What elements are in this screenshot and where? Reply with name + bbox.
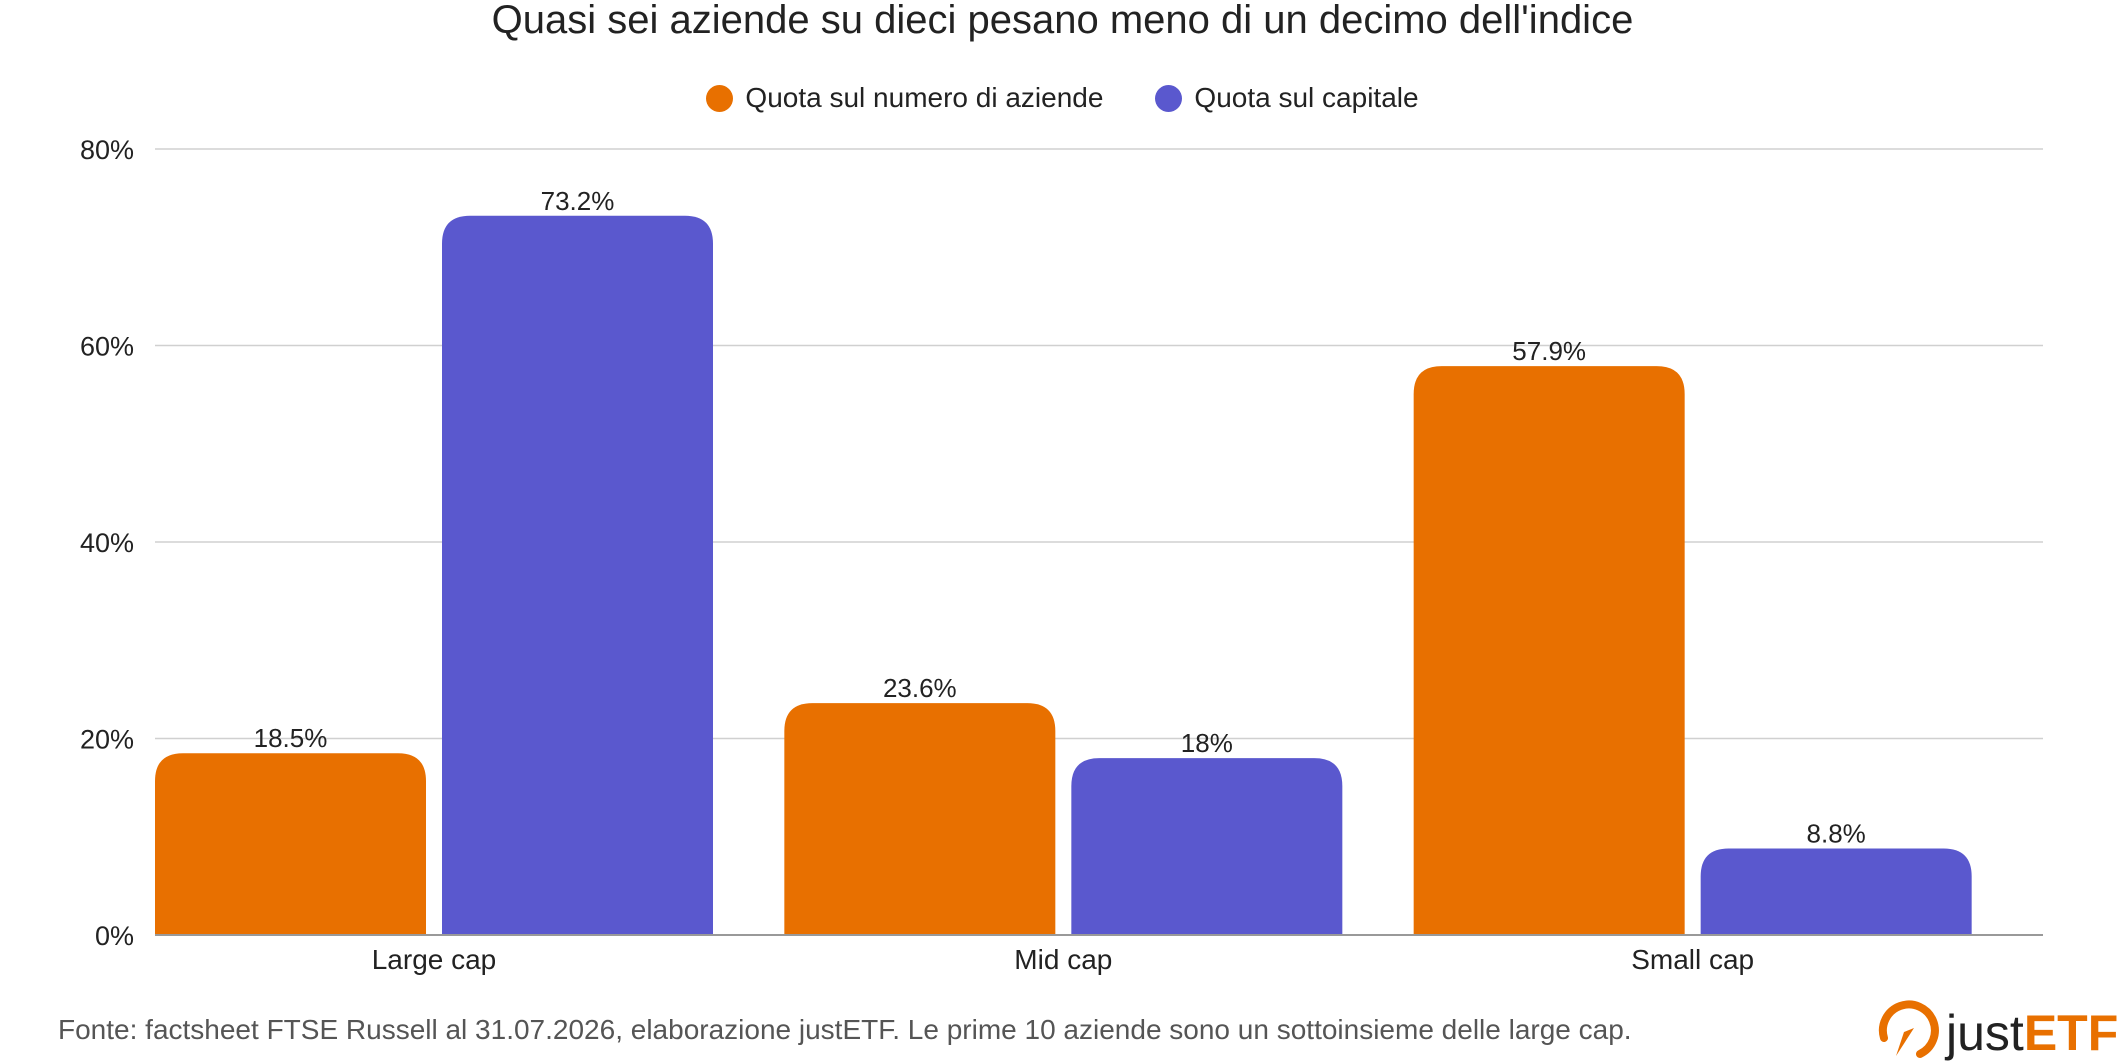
bar xyxy=(442,215,713,935)
data-label: 8.8% xyxy=(1807,819,1866,849)
y-tick-label: 0% xyxy=(95,921,134,951)
logo-text-etf: ETF xyxy=(2024,1005,2118,1061)
bar xyxy=(1071,758,1343,935)
y-tick-label: 40% xyxy=(80,528,134,558)
data-label: 18.5% xyxy=(254,723,328,753)
bar xyxy=(155,753,426,935)
x-tick-label: Small cap xyxy=(1631,944,1754,975)
bar-chart: 0% 20% 40% 60% 80% 18.5% 73.2% Large cap 23.6% 18… xyxy=(80,135,2043,975)
data-label: 18% xyxy=(1181,728,1233,758)
chart-legend: Quota sul numero di aziende Quota sul ca… xyxy=(0,80,2125,116)
data-label: 23.6% xyxy=(883,673,957,703)
data-label: 57.9% xyxy=(1512,336,1586,366)
legend-item-aziende: Quota sul numero di aziende xyxy=(706,80,1103,116)
y-tick-label: 80% xyxy=(80,135,134,165)
justetf-logo-icon xyxy=(1878,1000,1939,1058)
x-tick-label: Mid cap xyxy=(1014,944,1112,975)
bar xyxy=(1700,848,1972,935)
svg-text:justETF: justETF xyxy=(1944,1005,2118,1061)
y-tick-label: 60% xyxy=(80,332,134,362)
legend-label-capitale: Quota sul capitale xyxy=(1194,82,1419,113)
legend-item-capitale: Quota sul capitale xyxy=(1155,80,1419,116)
x-tick-label: Large cap xyxy=(372,944,497,975)
source-note: Fonte: factsheet FTSE Russell al 31.07.2… xyxy=(58,1014,1632,1045)
legend-swatch-aziende xyxy=(706,84,734,112)
legend-label-aziende: Quota sul numero di aziende xyxy=(745,82,1104,113)
justetf-logo: justETF xyxy=(1878,1000,2118,1061)
y-tick-label: 20% xyxy=(80,725,134,755)
data-label: 73.2% xyxy=(541,186,615,216)
bar xyxy=(1413,366,1685,935)
bar xyxy=(784,703,1056,935)
legend-swatch-capitale xyxy=(1155,84,1183,112)
chart-title: Quasi sei aziende su dieci pesano meno d… xyxy=(491,0,1634,42)
logo-text-just: just xyxy=(1944,1005,2024,1061)
